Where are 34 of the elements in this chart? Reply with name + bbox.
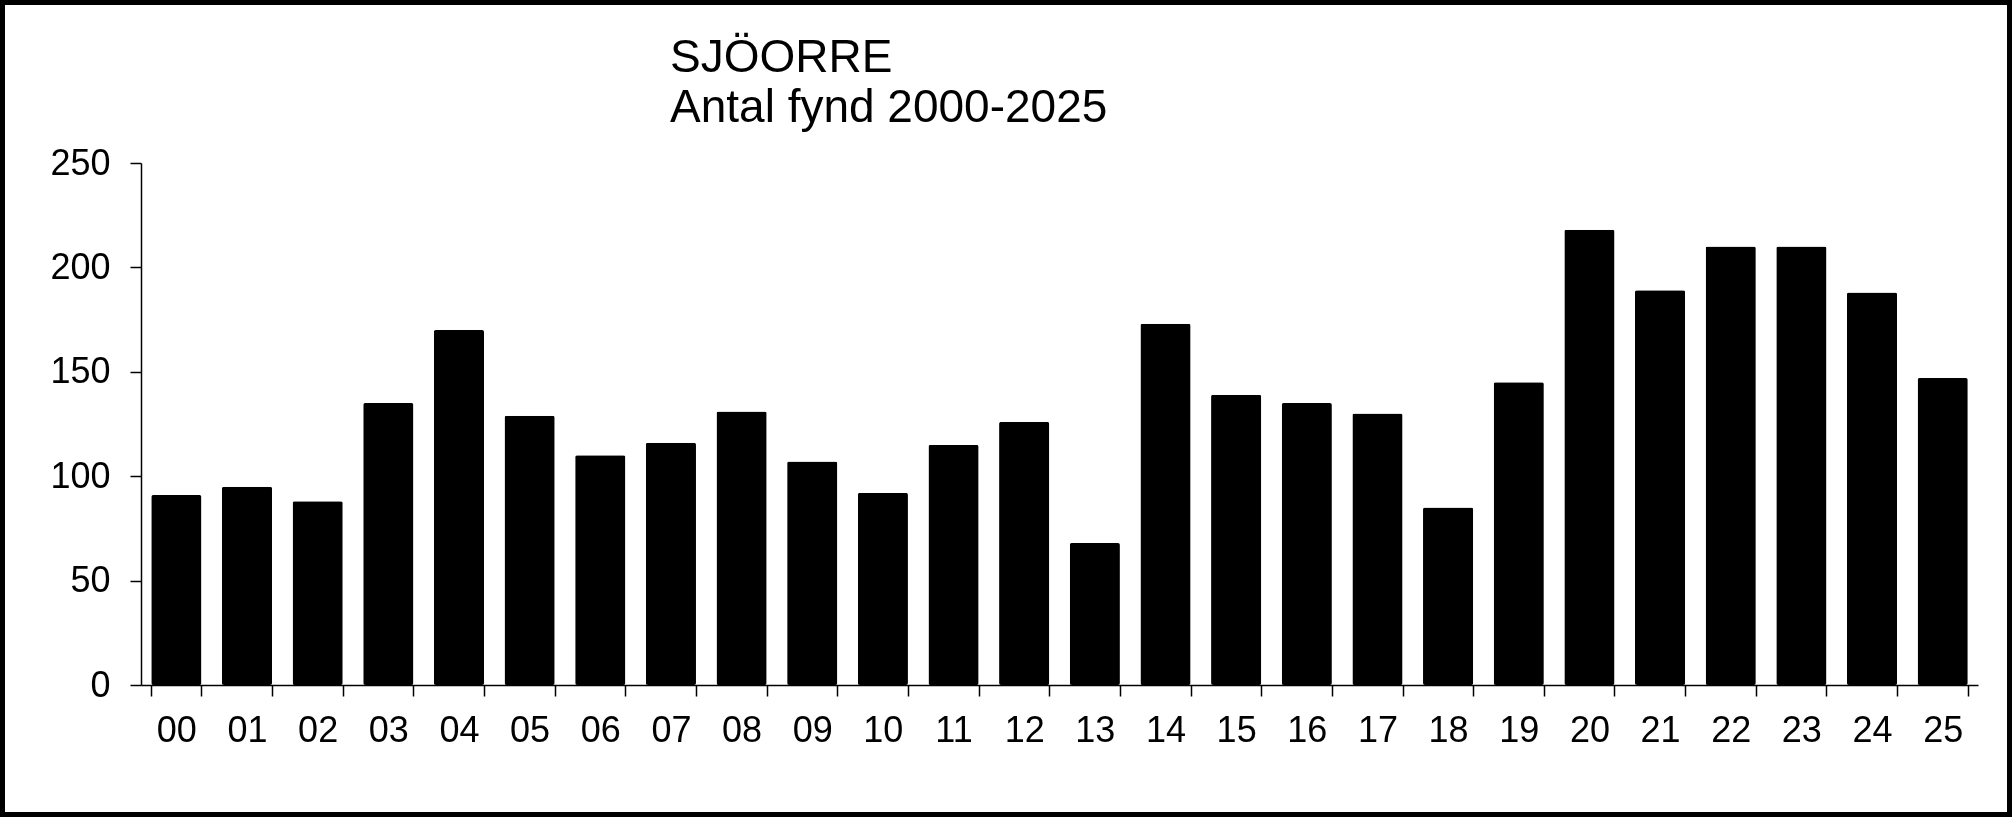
x-tick-label: 01 (227, 708, 268, 750)
x-tick-label: 22 (1711, 708, 1752, 750)
y-tick-label: 50 (70, 559, 111, 601)
x-tick-label: 00 (156, 708, 197, 750)
x-tick-label: 18 (1428, 708, 1469, 750)
x-tick-label: 10 (863, 708, 904, 750)
x-tick-label: 09 (792, 708, 833, 750)
x-tick-label: 19 (1499, 708, 1540, 750)
chart-subtitle: Antal fynd 2000-2025 (670, 80, 1108, 132)
x-tick-label: 16 (1287, 708, 1328, 750)
x-tick-label: 05 (510, 708, 551, 750)
x-tick-label: 25 (1923, 708, 1964, 750)
x-tick-label: 07 (651, 708, 692, 750)
x-tick-label: 06 (580, 708, 621, 750)
x-tick-label: 04 (439, 708, 480, 750)
y-tick-label: 150 (50, 350, 111, 392)
x-tick-label: 21 (1640, 708, 1681, 750)
x-tick-label: 14 (1145, 708, 1186, 750)
x-tick-label: 20 (1569, 708, 1610, 750)
x-tick-label: 02 (298, 708, 339, 750)
y-tick-label: 100 (50, 454, 111, 496)
x-tick-label: 23 (1781, 708, 1822, 750)
x-tick-label: 13 (1075, 708, 1116, 750)
y-tick-label: 250 (50, 141, 111, 183)
x-tick-label: 12 (1004, 708, 1045, 750)
x-tick-label: 24 (1852, 708, 1893, 750)
x-tick-label: 11 (935, 708, 973, 750)
x-tick-label: 03 (368, 708, 409, 750)
y-tick-label: 0 (90, 663, 111, 705)
x-tick-label: 08 (722, 708, 763, 750)
x-tick-label: 15 (1216, 708, 1257, 750)
x-tick-label: 17 (1357, 708, 1398, 750)
chart-title: SJÖORRE (670, 30, 893, 82)
y-tick-label: 200 (50, 245, 111, 287)
